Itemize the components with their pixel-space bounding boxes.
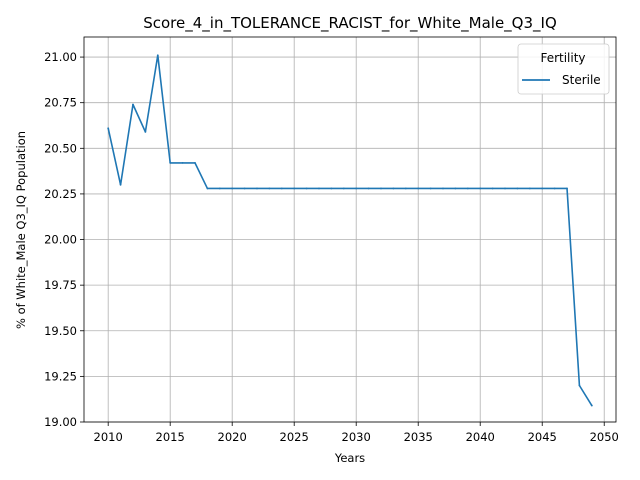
data-point bbox=[516, 187, 519, 190]
legend-box bbox=[517, 43, 610, 95]
data-point bbox=[429, 187, 432, 190]
data-point bbox=[218, 187, 221, 190]
data-point bbox=[404, 187, 407, 190]
plot-frame bbox=[83, 36, 617, 423]
data-point bbox=[305, 187, 308, 190]
legend-label-sterile: Sterile bbox=[562, 73, 601, 87]
x-tick-label: 2020 bbox=[218, 430, 247, 444]
data-point bbox=[442, 187, 444, 190]
y-tick-label: 19.25 bbox=[44, 369, 77, 383]
data-point bbox=[293, 187, 296, 190]
data-point bbox=[330, 187, 333, 190]
data-point bbox=[553, 187, 556, 190]
y-tick-label: 21.00 bbox=[44, 50, 77, 64]
data-point bbox=[194, 162, 196, 164]
data-point bbox=[280, 187, 283, 190]
data-point bbox=[578, 384, 581, 387]
legend: Fertility Sterile bbox=[517, 43, 610, 95]
x-tick-label: 2015 bbox=[156, 430, 185, 444]
data-point bbox=[243, 187, 246, 190]
y-tick-label: 19.00 bbox=[44, 415, 77, 429]
data-point bbox=[318, 187, 320, 190]
y-tick-label: 19.75 bbox=[44, 278, 77, 292]
data-point bbox=[491, 187, 494, 190]
data-point bbox=[380, 187, 382, 190]
data-point bbox=[206, 187, 209, 190]
y-axis-label: % of White_Male Q3_IQ Population bbox=[14, 131, 28, 329]
data-point bbox=[107, 127, 110, 130]
y-tick-label: 20.00 bbox=[44, 233, 77, 247]
y-tick-label: 20.75 bbox=[44, 96, 77, 110]
x-tick-label: 2035 bbox=[404, 430, 433, 444]
data-point bbox=[256, 187, 258, 190]
x-tick-label: 2040 bbox=[466, 430, 495, 444]
data-point bbox=[367, 187, 370, 190]
data-point bbox=[169, 162, 172, 164]
data-point bbox=[181, 162, 184, 164]
x-tick-label: 2045 bbox=[528, 430, 557, 444]
chart-title: Score_4_in_TOLERANCE_RACIST_for_White_Ma… bbox=[143, 14, 557, 33]
data-point bbox=[144, 130, 147, 133]
data-point bbox=[466, 187, 469, 190]
data-point bbox=[132, 103, 134, 106]
data-point bbox=[541, 187, 544, 190]
data-point bbox=[392, 187, 395, 190]
data-point bbox=[342, 187, 345, 190]
data-point bbox=[590, 404, 593, 407]
series-line-sterile bbox=[107, 54, 593, 407]
y-axis-ticks: 19.00 19.25 19.50 19.75 20.00 20.25 20.50 20.75… bbox=[44, 50, 84, 429]
legend-title: Fertility bbox=[540, 51, 585, 65]
series-layer bbox=[107, 54, 593, 407]
x-tick-label: 2030 bbox=[342, 430, 371, 444]
data-point bbox=[355, 187, 358, 190]
y-tick-label: 20.25 bbox=[44, 187, 77, 201]
data-point bbox=[156, 54, 159, 57]
data-point bbox=[504, 187, 506, 190]
grid-lines bbox=[84, 37, 616, 423]
data-point bbox=[528, 187, 531, 190]
x-tick-label: 2025 bbox=[280, 430, 309, 444]
data-point bbox=[454, 187, 457, 190]
data-point bbox=[417, 187, 420, 190]
x-axis-label: Years bbox=[334, 451, 365, 465]
y-tick-label: 20.50 bbox=[44, 141, 77, 155]
data-point bbox=[231, 187, 234, 190]
data-point bbox=[119, 183, 122, 186]
x-tick-label: 2050 bbox=[590, 430, 619, 444]
data-point bbox=[479, 187, 482, 190]
data-point bbox=[268, 187, 271, 190]
data-point bbox=[566, 187, 568, 190]
x-tick-label: 2010 bbox=[94, 430, 123, 444]
x-axis-ticks: 2010 2015 2020 2025 2030 2035 2040 2045 2050 bbox=[94, 422, 619, 444]
y-tick-label: 19.50 bbox=[44, 324, 77, 338]
